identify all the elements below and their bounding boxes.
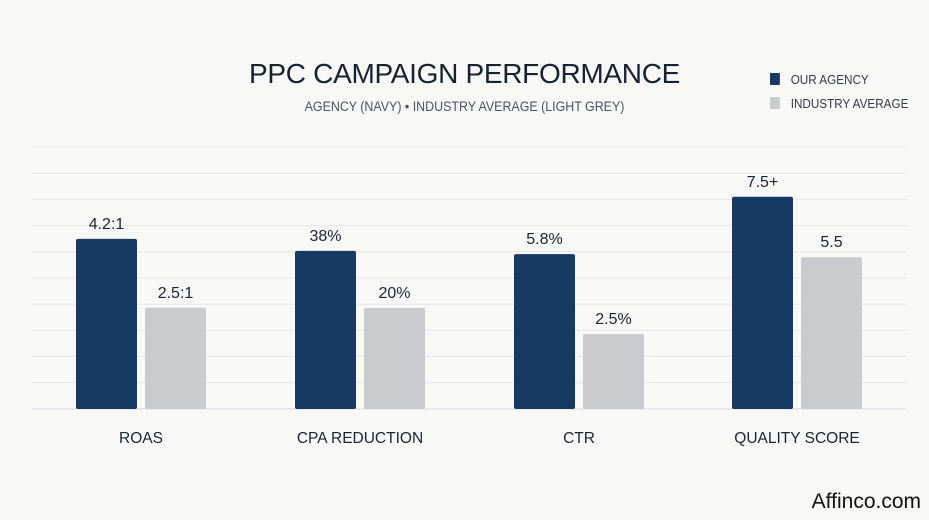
data-label: 7.5+ bbox=[747, 174, 779, 191]
category-label: ROAS bbox=[119, 430, 163, 447]
bar-roas-agency bbox=[76, 238, 137, 409]
legend-swatch-agency bbox=[770, 73, 780, 85]
category-label: CPA REDUCTION bbox=[297, 430, 423, 447]
bar-roas-industry bbox=[145, 307, 206, 409]
watermark: Affinco.com bbox=[811, 490, 921, 513]
data-label: 4.2:1 bbox=[89, 216, 125, 233]
legend: OUR AGENCY INDUSTRY AVERAGE bbox=[770, 67, 924, 115]
data-label: 38% bbox=[309, 228, 341, 245]
data-label: 2.5:1 bbox=[158, 285, 194, 302]
data-label: 5.5 bbox=[820, 234, 842, 251]
data-label: 5.8% bbox=[526, 231, 562, 248]
category-label: QUALITY SCORE bbox=[734, 430, 859, 447]
data-label: 20% bbox=[378, 285, 410, 302]
bar-ctr-industry bbox=[583, 334, 644, 409]
bar-quality-score-agency bbox=[732, 196, 793, 409]
bar-ctr-agency bbox=[514, 254, 575, 409]
chart-title: PPC CAMPAIGN PERFORMANCE bbox=[249, 58, 680, 89]
chart-subtitle: AGENCY (NAVY) • INDUSTRY AVERAGE (LIGHT … bbox=[304, 99, 625, 114]
bar-cpa-reduction-industry bbox=[364, 308, 425, 409]
legend-swatch-industry bbox=[770, 97, 780, 109]
bar-quality-score-industry bbox=[801, 257, 862, 409]
legend-item-agency: OUR AGENCY bbox=[770, 67, 908, 91]
legend-item-industry: INDUSTRY AVERAGE bbox=[770, 91, 908, 115]
category-label: CTR bbox=[563, 430, 595, 447]
bar-cpa-reduction-agency bbox=[295, 250, 356, 409]
data-label: 2.5% bbox=[595, 311, 631, 328]
legend-label-industry: INDUSTRY AVERAGE bbox=[790, 95, 909, 111]
legend-label-agency: OUR AGENCY bbox=[790, 71, 869, 87]
